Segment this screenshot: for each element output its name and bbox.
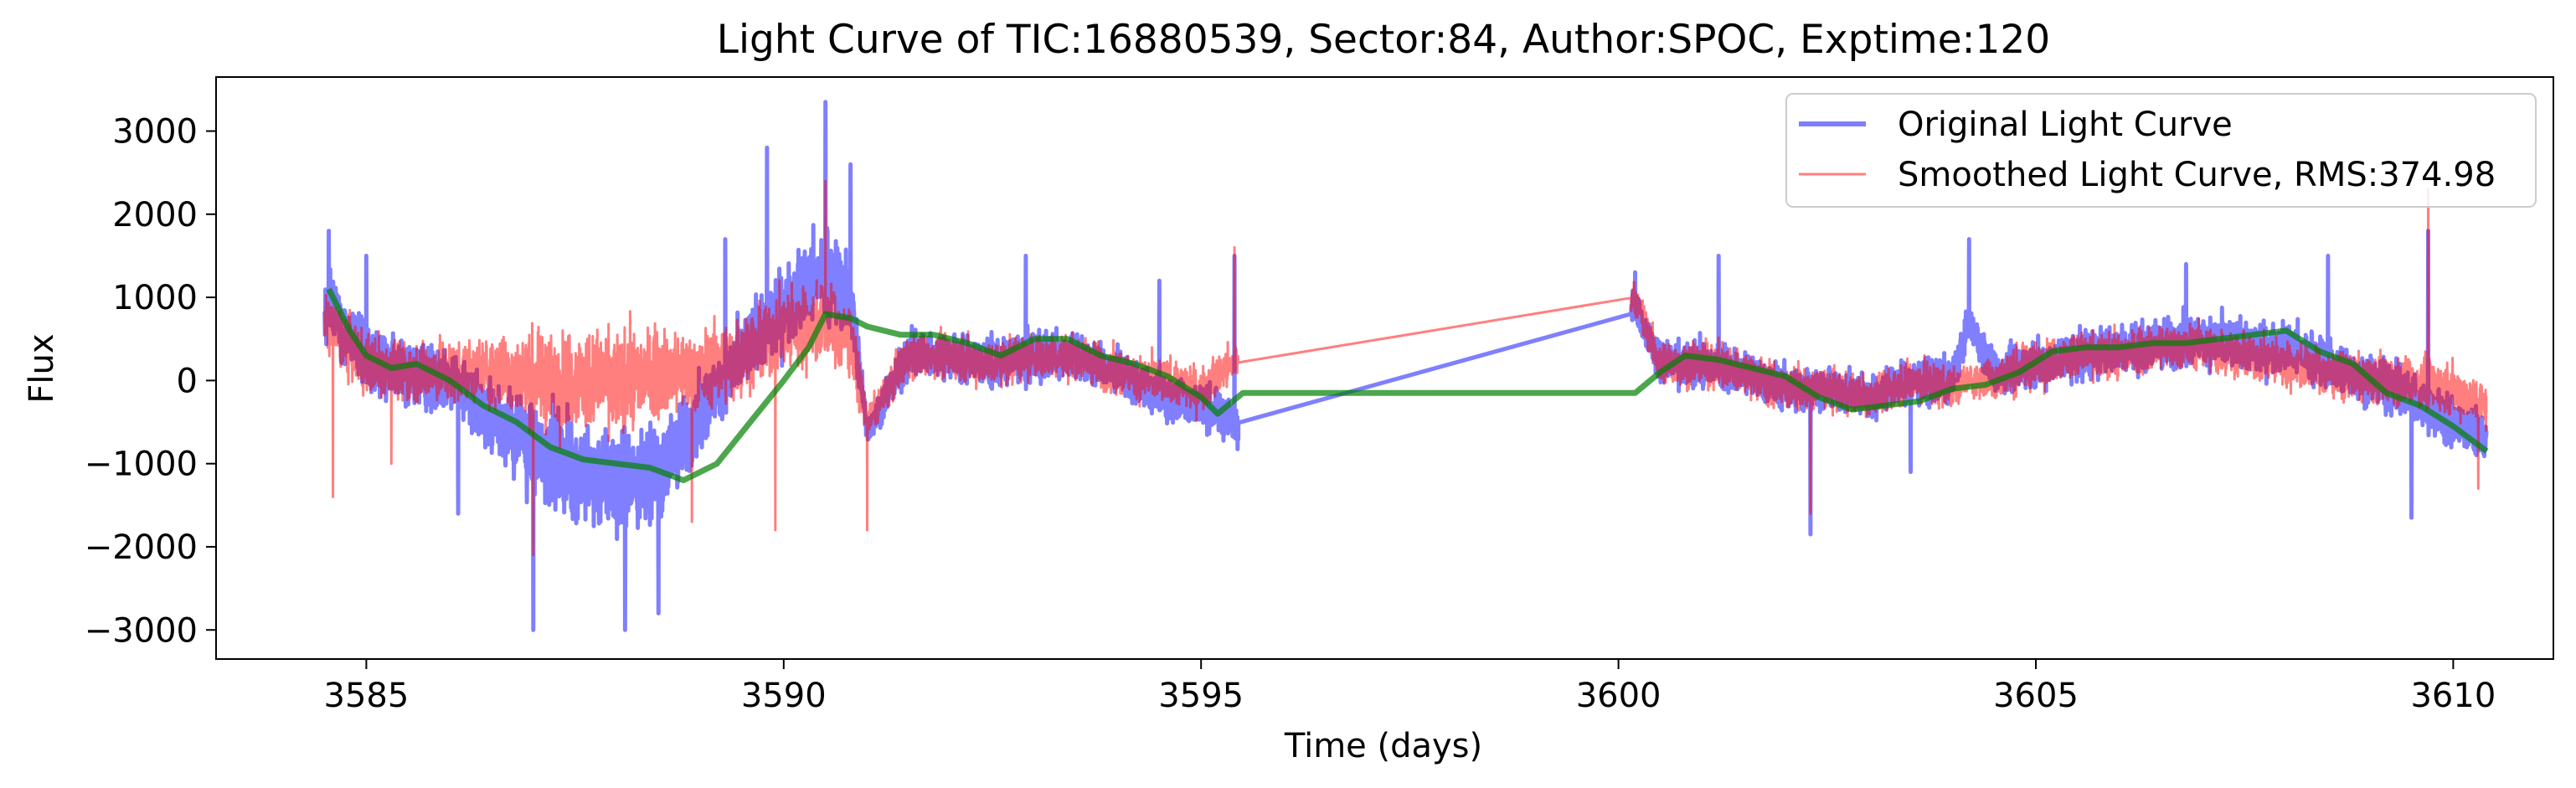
y-tick-label: −3000 (85, 611, 198, 650)
legend-label-original: Original Light Curve (1898, 106, 2233, 144)
y-tick-label: 1000 (112, 279, 198, 317)
legend-box (1785, 93, 2537, 208)
y-tick-label: −2000 (85, 528, 198, 567)
series-layer (322, 100, 2489, 632)
y-tick-label: 0 (177, 362, 198, 400)
legend: Original Light Curve Smoothed Light Curv… (1785, 93, 2537, 208)
y-tick-label: −1000 (85, 446, 198, 484)
plot-frame (215, 76, 2554, 660)
trend-curve (326, 287, 2489, 483)
x-tick-label: 3600 (1576, 677, 1662, 715)
y-axis: −3000 −2000 −1000 0 1000 2000 3000 (85, 113, 216, 650)
y-tick-label: 3000 (112, 113, 198, 152)
x-tick-label: 3590 (741, 677, 827, 715)
x-tick-label: 3610 (2410, 677, 2496, 715)
x-tick-label: 3595 (1158, 677, 1244, 715)
x-tick-label: 3605 (1993, 677, 2079, 715)
x-axis: 3585 3590 3595 3600 3605 3610 (324, 659, 2496, 715)
y-tick-label: 2000 (112, 196, 198, 234)
y-axis-label: Flux (23, 333, 61, 403)
x-tick-label: 3585 (324, 677, 410, 715)
x-axis-label: Time (days) (1284, 727, 1482, 765)
legend-label-smoothed: Smoothed Light Curve, RMS:374.98 (1898, 156, 2496, 194)
chart-title: Light Curve of TIC:16880539, Sector:84, … (717, 17, 2050, 63)
